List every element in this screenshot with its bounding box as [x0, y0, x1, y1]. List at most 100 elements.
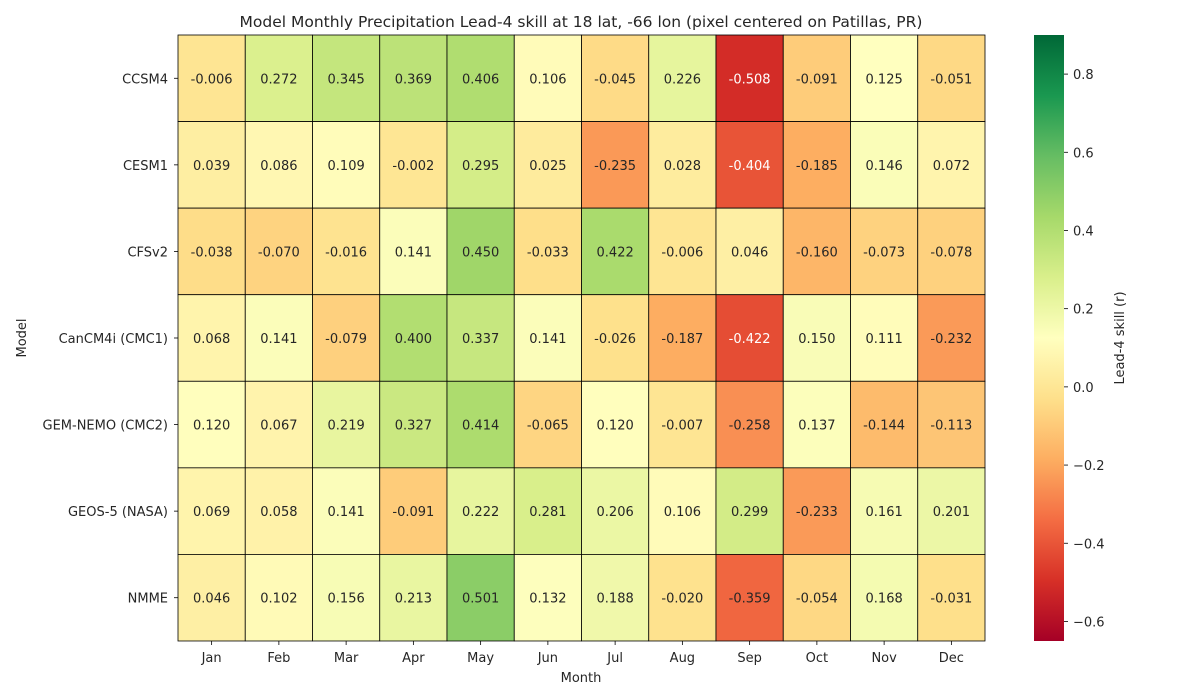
heatmap-cell	[850, 380, 919, 469]
y-tick-label: NMME	[128, 592, 168, 607]
colorbar-tick-label: −0.4	[1073, 537, 1105, 552]
heatmap-cell	[513, 467, 582, 555]
cell-value-label: 0.141	[529, 332, 566, 347]
colorbar-tick-label: 0.2	[1073, 303, 1094, 318]
x-tick-label: Nov	[871, 651, 897, 666]
heatmap-cell	[850, 294, 919, 382]
cell-value-label: 0.272	[260, 72, 297, 87]
heatmap-cell	[782, 121, 851, 209]
heatmap-cell	[715, 380, 784, 469]
heatmap-cell	[513, 34, 582, 122]
cell-value-label: 0.106	[664, 505, 701, 520]
cell-value-label: -0.404	[729, 159, 771, 174]
cell-value-label: -0.079	[325, 332, 367, 347]
cell-value-label: -0.002	[392, 159, 434, 174]
cell-value-label: -0.045	[594, 72, 636, 87]
cell-value-label: 0.125	[866, 72, 903, 87]
cell-value-label: -0.070	[258, 245, 300, 260]
cell-value-label: 0.337	[462, 332, 499, 347]
heatmap-cell	[379, 554, 448, 642]
x-tick-label: Jul	[606, 651, 623, 666]
heatmap-cell	[312, 380, 381, 469]
heatmap-cell	[513, 294, 582, 382]
x-tick-label: Apr	[402, 651, 425, 666]
heatmap-cell	[648, 34, 717, 122]
cell-value-label: 0.501	[462, 592, 499, 607]
cell-value-label: -0.091	[392, 505, 434, 520]
heatmap-cell	[581, 294, 650, 382]
cell-value-label: -0.422	[729, 332, 771, 347]
cell-value-label: 0.106	[529, 72, 566, 87]
cell-value-label: 0.120	[193, 419, 230, 434]
cell-value-label: 0.206	[597, 505, 634, 520]
cell-value-label: 0.168	[866, 592, 903, 607]
heatmap-cell	[312, 121, 381, 209]
heatmap-cell	[379, 294, 448, 382]
heatmap-cell	[917, 554, 986, 642]
heatmap-cell	[244, 380, 313, 469]
heatmap-cell	[782, 467, 851, 555]
y-tick-label: CanCM4i (CMC1)	[59, 332, 168, 347]
cell-value-label: 0.068	[193, 332, 230, 347]
y-tick-label: CFSv2	[127, 245, 168, 260]
cell-value-label: -0.033	[527, 245, 569, 260]
cell-value-label: -0.233	[796, 505, 838, 520]
cell-value-label: 0.146	[866, 159, 903, 174]
colorbar-tick-label: 0.6	[1073, 146, 1094, 161]
heatmap-cell	[312, 294, 381, 382]
heatmap-cell	[177, 467, 246, 555]
heatmap-cell	[850, 207, 919, 296]
heatmap-cell	[715, 294, 784, 382]
cell-value-label: -0.065	[527, 419, 569, 434]
heatmap-cell	[850, 121, 919, 209]
x-tick-label: Jan	[201, 651, 222, 666]
heatmap-cell	[850, 554, 919, 642]
cell-value-label: -0.232	[930, 332, 972, 347]
cell-value-label: 0.046	[193, 592, 230, 607]
cell-value-label: 0.345	[328, 72, 365, 87]
heatmap-cell	[648, 380, 717, 469]
cell-value-label: 0.067	[260, 419, 297, 434]
colorbar-tick-label: 0.4	[1073, 224, 1094, 239]
heatmap-cell	[917, 294, 986, 382]
colorbar-tick-label: 0.8	[1073, 68, 1094, 83]
heatmap-cell	[379, 121, 448, 209]
x-tick-label: Jun	[537, 651, 558, 666]
cell-value-label: 0.137	[798, 419, 835, 434]
heatmap-cell	[244, 294, 313, 382]
x-axis-ticks: Jan Feb Mar Apr May Jun Jul Aug Sep Oct Nov Dec	[201, 640, 964, 666]
heatmap-cell	[513, 380, 582, 469]
heatmap-cell	[446, 380, 515, 469]
cell-value-label: -0.054	[796, 592, 838, 607]
heatmap-cell	[581, 554, 650, 642]
heatmap-cell	[581, 467, 650, 555]
cell-value-label: 0.111	[866, 332, 903, 347]
cell-value-label: 0.201	[933, 505, 970, 520]
cell-value-label: 0.120	[597, 419, 634, 434]
cell-value-label: -0.073	[863, 245, 905, 260]
heatmap-cell	[917, 467, 986, 555]
colorbar	[1034, 35, 1064, 641]
x-tick-label: Sep	[737, 651, 762, 666]
x-axis-label: Month	[561, 671, 602, 686]
heatmap-cell	[177, 554, 246, 642]
heatmap-cell	[648, 121, 717, 209]
cell-value-label: 0.327	[395, 419, 432, 434]
cell-value-label: 0.414	[462, 419, 499, 434]
cell-value-label: -0.113	[930, 419, 972, 434]
heatmap-cell	[177, 207, 246, 296]
cell-value-label: 0.069	[193, 505, 230, 520]
cell-value-label: -0.078	[930, 245, 972, 260]
cell-value-label: -0.258	[729, 419, 771, 434]
cell-value-label: -0.508	[729, 72, 771, 87]
heatmap-cell	[513, 121, 582, 209]
cell-value-label: 0.046	[731, 245, 768, 260]
cell-value-label: -0.091	[796, 72, 838, 87]
heatmap-cell	[312, 554, 381, 642]
cell-value-label: 0.039	[193, 159, 230, 174]
cell-value-label: -0.006	[661, 245, 703, 260]
cell-value-label: 0.161	[866, 505, 903, 520]
cell-value-label: 0.072	[933, 159, 970, 174]
heatmap-cell	[917, 207, 986, 296]
cell-value-label: 0.422	[597, 245, 634, 260]
